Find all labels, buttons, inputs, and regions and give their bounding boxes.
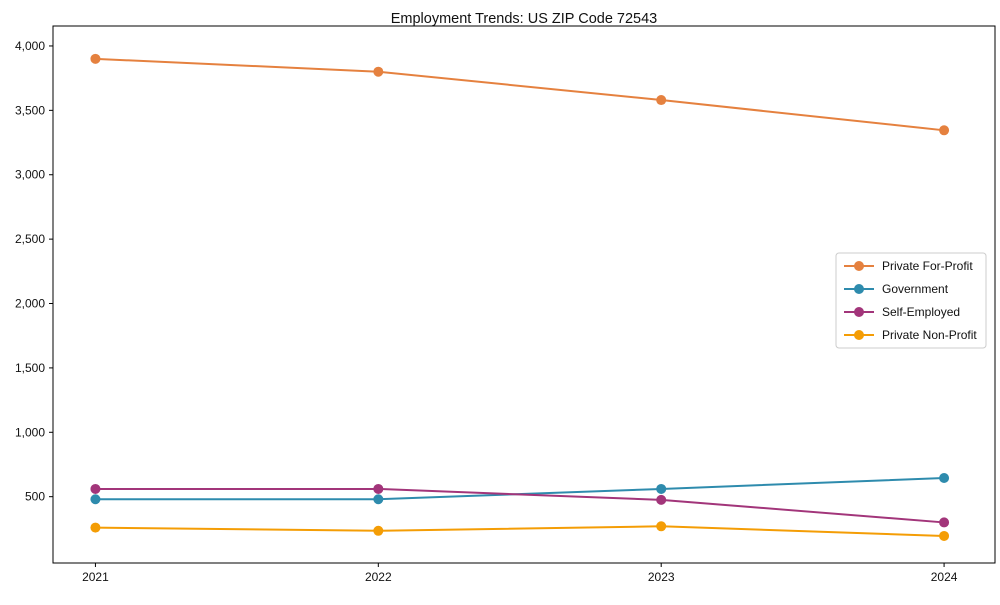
data-point-government [656, 483, 667, 494]
data-point-private-for-profit [656, 95, 667, 106]
y-tick-label: 2,000 [15, 297, 45, 311]
legend-label: Private For-Profit [882, 259, 973, 273]
y-tick-label: 3,000 [15, 168, 45, 182]
x-tick-label: 2024 [931, 570, 958, 584]
legend-box [835, 252, 987, 349]
data-point-self-employed [90, 483, 101, 494]
legend-marker [854, 330, 864, 340]
series-line-private-for-profit [95, 57, 945, 132]
y-tick-label: 500 [25, 490, 45, 504]
data-point-private-for-profit [373, 66, 384, 77]
y-tick-label: 1,500 [15, 361, 45, 375]
data-point-private-non-profit [373, 525, 384, 536]
data-point-self-employed [656, 494, 667, 505]
legend-label: Self-Employed [882, 305, 960, 319]
legend-marker [854, 307, 864, 317]
data-point-self-employed [373, 483, 384, 494]
data-point-private-for-profit [939, 125, 950, 136]
plot-frame [52, 25, 996, 564]
legend-marker [854, 284, 864, 294]
data-point-self-employed [939, 517, 950, 528]
data-point-government [373, 494, 384, 505]
data-point-government [939, 473, 950, 484]
data-point-private-for-profit [90, 53, 101, 64]
data-point-private-non-profit [656, 521, 667, 532]
x-tick-label: 2023 [648, 570, 675, 584]
data-point-private-non-profit [939, 530, 950, 541]
legend-marker [854, 261, 864, 271]
series-line-private-non-profit [95, 525, 945, 537]
x-tick-label: 2021 [82, 570, 109, 584]
y-tick-label: 2,500 [15, 232, 45, 246]
data-point-private-non-profit [90, 522, 101, 533]
y-tick-label: 4,000 [15, 39, 45, 53]
series-line-self-employed [95, 487, 945, 524]
legend-label: Private Non-Profit [882, 328, 977, 342]
legend-label: Government [882, 282, 949, 296]
x-tick-label: 2022 [365, 570, 392, 584]
y-tick-label: 1,000 [15, 425, 45, 439]
data-point-government [90, 494, 101, 505]
chart-title: Employment Trends: US ZIP Code 72543 [391, 11, 658, 27]
y-tick-label: 3,500 [15, 103, 45, 117]
